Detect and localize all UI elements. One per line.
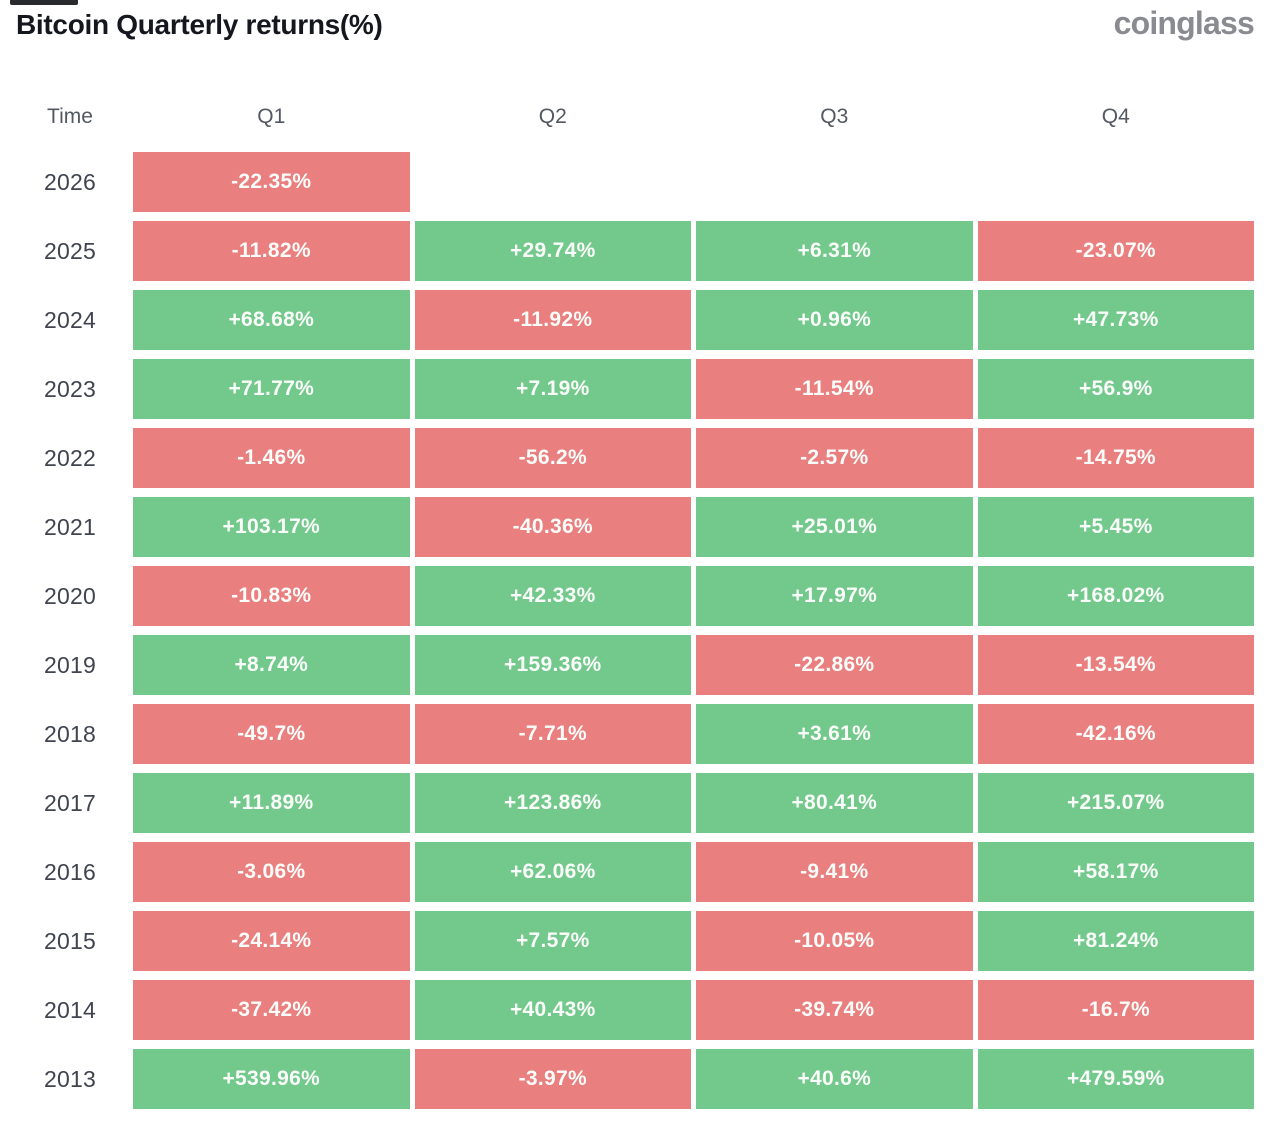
year-row-2019: 2019 +8.74% +159.36% -22.86% -13.54%	[0, 635, 1254, 695]
year-label-2014: 2014	[44, 996, 96, 1023]
return-cell-2023-q2: +7.19%	[414, 359, 691, 419]
table-body: 2026 -22.35% 2025 -11.82% +29.74% +6.31% -23.0…	[0, 152, 1254, 1109]
return-cell-2016-q3: -9.41%	[696, 842, 973, 902]
return-cell-2023-q1: +71.77%	[133, 359, 410, 419]
return-cell-2024-q4: +47.73%	[977, 290, 1254, 350]
return-cell-2017-q3: +80.41%	[696, 773, 973, 833]
return-cell-2014-q1: -37.42%	[133, 980, 410, 1040]
return-cell-2022-q1: -1.46%	[133, 428, 410, 488]
return-cell-2021-q1: +103.17%	[133, 497, 410, 557]
return-cell-2020-q2: +42.33%	[414, 566, 691, 626]
return-cell-2018-q1: -49.7%	[133, 704, 410, 764]
return-cell-2025-q1: -11.82%	[133, 221, 410, 281]
return-cell-2017-q2: +123.86%	[414, 773, 691, 833]
top-left-crop-artifact	[10, 0, 78, 5]
column-header-q3: Q3	[820, 105, 849, 128]
year-row-2026: 2026 -22.35%	[0, 152, 1254, 212]
year-row-2013: 2013 +539.96% -3.97% +40.6% +479.59%	[0, 1049, 1254, 1109]
column-header-q4: Q4	[1101, 105, 1130, 128]
year-label-2025: 2025	[44, 237, 96, 264]
year-row-2023: 2023 +71.77% +7.19% -11.54% +56.9%	[0, 359, 1254, 419]
return-cell-2014-q3: -39.74%	[696, 980, 973, 1040]
empty-cell-2026-q4	[978, 152, 1255, 212]
year-label-2020: 2020	[44, 582, 96, 609]
return-cell-2019-q3: -22.86%	[696, 635, 973, 695]
return-cell-2015-q1: -24.14%	[133, 911, 410, 971]
year-row-2025: 2025 -11.82% +29.74% +6.31% -23.07%	[0, 221, 1254, 281]
coinglass-logo[interactable]: coinglass	[1113, 5, 1255, 41]
return-cell-2016-q2: +62.06%	[414, 842, 691, 902]
year-row-2014: 2014 -37.42% +40.43% -39.74% -16.7%	[0, 980, 1254, 1040]
column-header-time: Time	[47, 105, 93, 128]
return-cell-2014-q2: +40.43%	[414, 980, 691, 1040]
year-label-2019: 2019	[44, 651, 96, 678]
return-cell-2013-q1: +539.96%	[133, 1049, 410, 1109]
empty-cell-2026-q3	[696, 152, 973, 212]
return-cell-2025-q3: +6.31%	[696, 221, 973, 281]
year-row-2018: 2018 -49.7% -7.71% +3.61% -42.16%	[0, 704, 1254, 764]
return-cell-2020-q4: +168.02%	[977, 566, 1254, 626]
year-label-2023: 2023	[44, 375, 96, 402]
return-cell-2020-q1: -10.83%	[133, 566, 410, 626]
return-cell-2018-q3: +3.61%	[696, 704, 973, 764]
return-cell-2017-q4: +215.07%	[977, 773, 1254, 833]
return-cell-2015-q3: -10.05%	[696, 911, 973, 971]
year-label-2022: 2022	[44, 444, 96, 471]
year-row-2016: 2016 -3.06% +62.06% -9.41% +58.17%	[0, 842, 1254, 902]
return-cell-2015-q4: +81.24%	[977, 911, 1254, 971]
year-row-2017: 2017 +11.89% +123.86% +80.41% +215.07%	[0, 773, 1254, 833]
return-cell-2016-q4: +58.17%	[977, 842, 1254, 902]
column-header-q1: Q1	[257, 105, 286, 128]
year-label-2015: 2015	[44, 927, 96, 954]
return-cell-2016-q1: -3.06%	[133, 842, 410, 902]
return-cell-2015-q2: +7.57%	[414, 911, 691, 971]
return-cell-2019-q2: +159.36%	[414, 635, 691, 695]
return-cell-2021-q3: +25.01%	[696, 497, 973, 557]
year-label-2021: 2021	[44, 513, 96, 540]
return-cell-2026-q1: -22.35%	[133, 152, 410, 212]
return-cell-2013-q2: -3.97%	[414, 1049, 691, 1109]
year-row-2021: 2021 +103.17% -40.36% +25.01% +5.45%	[0, 497, 1254, 557]
column-header-q2: Q2	[538, 105, 567, 128]
return-cell-2019-q4: -13.54%	[977, 635, 1254, 695]
return-cell-2022-q4: -14.75%	[977, 428, 1254, 488]
return-cell-2018-q2: -7.71%	[414, 704, 691, 764]
return-cell-2017-q1: +11.89%	[133, 773, 410, 833]
return-cell-2014-q4: -16.7%	[977, 980, 1254, 1040]
return-cell-2023-q4: +56.9%	[977, 359, 1254, 419]
year-label-2013: 2013	[44, 1065, 96, 1092]
return-cell-2022-q3: -2.57%	[696, 428, 973, 488]
return-cell-2024-q3: +0.96%	[696, 290, 973, 350]
page-title: Bitcoin Quarterly returns(%)	[16, 9, 383, 40]
year-label-2016: 2016	[44, 858, 96, 885]
returns-table: Time Q1 Q2 Q3 Q4 2026 -22.35% 2025 -11.82% +29.7…	[0, 95, 1254, 1118]
year-row-2022: 2022 -1.46% -56.2% -2.57% -14.75%	[0, 428, 1254, 488]
return-cell-2024-q2: -11.92%	[414, 290, 691, 350]
return-cell-2021-q4: +5.45%	[977, 497, 1254, 557]
table-header-row: Time Q1 Q2 Q3 Q4	[0, 95, 1254, 139]
return-cell-2021-q2: -40.36%	[414, 497, 691, 557]
return-cell-2025-q4: -23.07%	[977, 221, 1254, 281]
year-label-2024: 2024	[44, 306, 96, 333]
year-label-2026: 2026	[44, 168, 96, 195]
return-cell-2024-q1: +68.68%	[133, 290, 410, 350]
return-cell-2019-q1: +8.74%	[133, 635, 410, 695]
return-cell-2013-q4: +479.59%	[977, 1049, 1254, 1109]
return-cell-2023-q3: -11.54%	[696, 359, 973, 419]
year-row-2015: 2015 -24.14% +7.57% -10.05% +81.24%	[0, 911, 1254, 971]
year-label-2017: 2017	[44, 789, 96, 816]
empty-cell-2026-q2	[415, 152, 692, 212]
return-cell-2025-q2: +29.74%	[414, 221, 691, 281]
year-label-2018: 2018	[44, 720, 96, 747]
return-cell-2018-q4: -42.16%	[977, 704, 1254, 764]
year-row-2024: 2024 +68.68% -11.92% +0.96% +47.73%	[0, 290, 1254, 350]
return-cell-2022-q2: -56.2%	[414, 428, 691, 488]
year-row-2020: 2020 -10.83% +42.33% +17.97% +168.02%	[0, 566, 1254, 626]
return-cell-2013-q3: +40.6%	[696, 1049, 973, 1109]
return-cell-2020-q3: +17.97%	[696, 566, 973, 626]
